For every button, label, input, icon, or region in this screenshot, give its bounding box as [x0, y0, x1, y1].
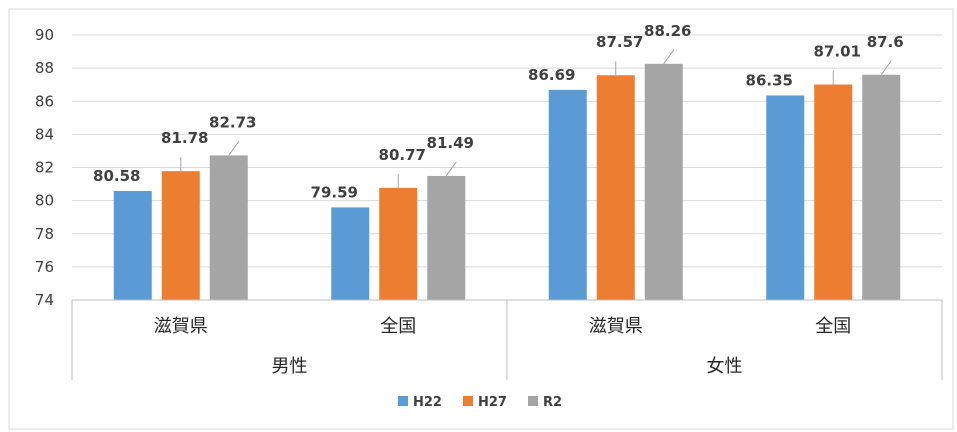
data-label-h22-1: 79.59	[311, 183, 358, 201]
label-leader-r2-0	[228, 141, 240, 156]
y-tick-label-80: 80	[35, 192, 54, 210]
bar-h27-2	[596, 75, 635, 300]
data-label-h27-2: 87.57	[596, 33, 643, 51]
y-tick-label-90: 90	[35, 26, 54, 44]
data-label-r2-3: 87.6	[867, 33, 904, 51]
data-label-r2-1: 81.49	[427, 134, 474, 152]
y-tick-label-84: 84	[35, 125, 54, 143]
legend-label-h22: H22	[413, 395, 442, 410]
data-label-r2-0: 82.73	[209, 113, 256, 131]
x-group-label-0: 男性	[272, 356, 308, 377]
x-category-label-1: 全国	[380, 316, 416, 337]
legend-label-r2: R2	[543, 395, 562, 410]
data-label-h27-0: 81.78	[161, 129, 208, 147]
bar-h22-0	[113, 191, 152, 300]
y-tick-label-88: 88	[35, 59, 54, 77]
y-tick-label-78: 78	[35, 225, 54, 243]
label-leader-r2-3	[880, 60, 892, 76]
bar-r2-2	[644, 63, 683, 300]
data-label-h22-2: 86.69	[528, 66, 575, 84]
data-label-h27-1: 80.77	[379, 146, 426, 164]
y-axis: 74 76 78 80 82 84 86 88 90	[35, 26, 54, 309]
bar-h22-2	[548, 89, 587, 301]
legend-swatch-r2	[528, 396, 538, 406]
x-group-label-1: 女性	[707, 356, 743, 377]
legend: H22 H27 R2	[398, 395, 562, 410]
bar-h27-0	[161, 171, 200, 300]
bar-h22-1	[331, 207, 370, 300]
label-leader-r2-2	[663, 49, 675, 65]
bar-r2-3	[862, 74, 901, 300]
legend-label-h27: H27	[478, 395, 507, 410]
x-category-label-3: 全国	[815, 316, 851, 337]
data-label-r2-2: 88.26	[644, 22, 691, 40]
bar-h22-3	[766, 95, 805, 300]
data-label-h22-3: 86.35	[746, 71, 793, 89]
x-category-label-2: 滋賀県	[589, 316, 643, 337]
y-tick-label-86: 86	[35, 92, 54, 110]
label-leader-r2-1	[445, 161, 457, 177]
legend-swatch-h27	[463, 396, 473, 406]
bar-r2-0	[209, 155, 248, 300]
data-label-h27-3: 87.01	[814, 43, 861, 61]
x-axis: 男性 女性 滋賀県 全国 滋賀県 全国	[71, 299, 943, 380]
y-tick-label-74: 74	[35, 291, 54, 309]
x-category-label-0: 滋賀県	[154, 316, 208, 337]
y-tick-label-76: 76	[35, 258, 54, 276]
legend-swatch-h22	[398, 396, 408, 406]
bars	[113, 63, 901, 301]
y-tick-label-82: 82	[35, 159, 54, 177]
bar-h27-3	[814, 84, 853, 300]
bar-r2-1	[427, 175, 466, 300]
data-label-h22-0: 80.58	[93, 167, 140, 185]
bar-h27-1	[379, 187, 418, 300]
